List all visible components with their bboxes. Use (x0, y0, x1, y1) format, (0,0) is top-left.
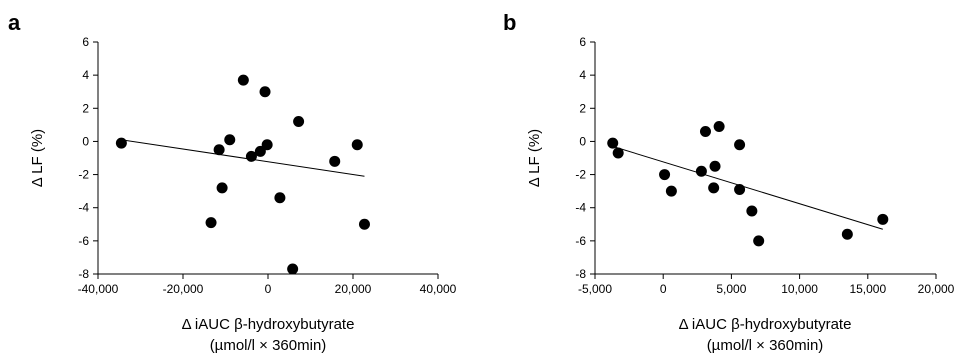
y-tick-label: 2 (82, 101, 89, 115)
data-point (753, 235, 765, 247)
x-tick-label: 20,000 (335, 282, 372, 296)
data-point (274, 192, 286, 204)
data-point (734, 139, 746, 151)
data-point (115, 137, 127, 149)
data-point (259, 86, 271, 98)
x-tick-label: -20,000 (163, 282, 204, 296)
y-axis-title: Δ LF (%) (526, 129, 543, 187)
x-tick-label: -5,000 (578, 282, 612, 296)
y-tick-label: -4 (78, 201, 89, 215)
x-tick-label: 20,000 (918, 282, 955, 296)
y-tick-label: -6 (575, 234, 586, 248)
y-tick-label: -6 (78, 234, 89, 248)
data-point (351, 139, 363, 151)
data-point (746, 205, 758, 217)
data-point (245, 150, 257, 162)
y-tick-label: 4 (579, 68, 586, 82)
data-point (612, 147, 624, 159)
data-point (699, 125, 711, 137)
y-tick-label: 6 (82, 35, 89, 49)
y-tick-label: -8 (575, 267, 586, 281)
x-axis-units: (µmol/l × 360min) (707, 337, 824, 354)
data-point (708, 182, 720, 194)
x-tick-label: 5,000 (716, 282, 746, 296)
data-point (224, 134, 236, 146)
y-tick-label: 6 (579, 35, 586, 49)
x-tick-label: 10,000 (781, 282, 818, 296)
y-tick-label: 0 (82, 134, 89, 148)
x-tick-label: 0 (265, 282, 272, 296)
data-point (205, 217, 217, 229)
y-tick-label: -4 (575, 201, 586, 215)
data-point (665, 185, 677, 197)
y-tick-label: 0 (579, 134, 586, 148)
data-point (213, 144, 225, 156)
y-tick-label: -8 (78, 267, 89, 281)
data-point (261, 139, 273, 151)
data-point (254, 145, 266, 157)
x-tick-label: 40,000 (420, 282, 457, 296)
data-point (841, 228, 853, 240)
data-point (237, 74, 249, 86)
data-point (293, 116, 305, 128)
data-point (709, 160, 721, 172)
panel-label: b (503, 10, 516, 35)
x-tick-label: 15,000 (849, 282, 886, 296)
data-point (607, 137, 619, 149)
trend-line (612, 145, 883, 230)
data-point (713, 121, 725, 133)
panel-a: a -8 -6 -4 -2 0 2 4 6 -40,000 -20,000 0 20,000 40,000… (8, 10, 457, 354)
y-tick-label: -2 (78, 168, 89, 182)
data-point (877, 213, 889, 225)
y-tick-label: -2 (575, 168, 586, 182)
y-tick-label: 4 (82, 68, 89, 82)
data-point (695, 165, 707, 177)
data-point (329, 155, 341, 167)
data-point (734, 183, 746, 195)
trend-line (121, 139, 365, 177)
x-tick-label: 0 (660, 282, 667, 296)
y-tick-label: 2 (579, 101, 586, 115)
data-point (358, 218, 370, 230)
data-point (287, 263, 299, 275)
panel-b: b -8 -6 -4 -2 0 2 4 6 -5,000 0 5,000 10,000 15,000 20,… (503, 10, 955, 354)
x-axis-title: Δ iAUC β-hydroxybutyrate (182, 316, 355, 333)
data-point (216, 182, 228, 194)
x-axis-units: (µmol/l × 360min) (210, 337, 327, 354)
x-axis-title: Δ iAUC β-hydroxybutyrate (679, 316, 852, 333)
y-axis-title: Δ LF (%) (29, 129, 46, 187)
data-point (659, 169, 671, 181)
panel-label: a (8, 10, 21, 35)
x-tick-label: -40,000 (78, 282, 119, 296)
